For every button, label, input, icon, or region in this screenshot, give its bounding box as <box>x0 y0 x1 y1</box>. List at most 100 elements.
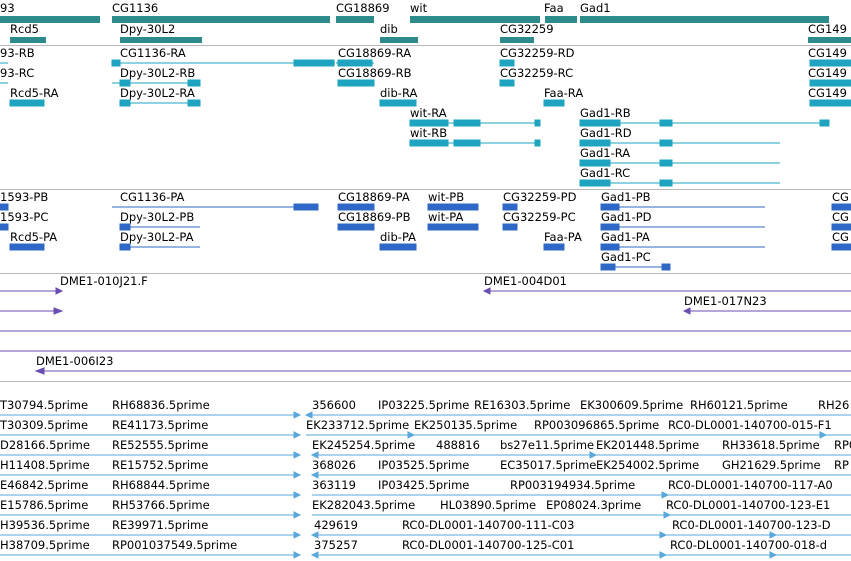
transcript-label[interactable]: wit-PA <box>428 210 464 224</box>
est-label[interactable]: 429619 <box>314 518 358 532</box>
transcript-label[interactable]: CG1136-RA <box>120 46 186 60</box>
gene-bar[interactable] <box>545 16 577 23</box>
est-label[interactable]: RC0-DL0001-140700-123-D <box>672 518 831 532</box>
gene-bar[interactable] <box>112 16 330 23</box>
gene-bar[interactable] <box>410 16 540 23</box>
transcript-label[interactable]: wit-RB <box>410 126 448 140</box>
est-label[interactable]: RH60121.5prime <box>690 398 788 412</box>
gene-label[interactable]: CG18869 <box>336 1 390 15</box>
transcript-label[interactable]: Gad1-RC <box>580 166 631 180</box>
est-label[interactable]: 375257 <box>314 538 358 552</box>
est-label[interactable]: RH26 <box>818 398 850 412</box>
transcript-label[interactable]: dib-PA <box>380 230 417 244</box>
transcript-label[interactable]: CG <box>832 210 849 224</box>
gene-label[interactable]: CG32259 <box>500 22 554 36</box>
gene-bar[interactable] <box>808 37 851 43</box>
gene-label[interactable]: 93 <box>0 1 15 15</box>
est-label[interactable]: RE52555.5prime <box>112 438 209 452</box>
est-label[interactable]: RH33618.5prime <box>722 438 820 452</box>
est-label[interactable]: RC0-DL0001-140700-125-C01 <box>402 538 575 552</box>
transcript-label[interactable]: CG32259-PC <box>503 210 576 224</box>
transcript-label[interactable]: Dpy-30L2-PB <box>120 210 195 224</box>
transcript-label[interactable]: Rcd5-PA <box>10 230 58 244</box>
clone-label[interactable]: DME1-006I23 <box>36 354 114 368</box>
transcript-label[interactable]: CG32259-RD <box>500 46 575 60</box>
gene-bar[interactable] <box>580 16 829 23</box>
transcript-label[interactable]: 93-RB <box>0 46 35 60</box>
est-label[interactable]: 363119 <box>312 478 356 492</box>
gene-label[interactable]: wit <box>410 1 428 15</box>
est-label[interactable]: H39536.5prime <box>0 518 90 532</box>
clone-label[interactable]: DME1-010J21.F <box>60 274 148 288</box>
gene-bar[interactable] <box>336 16 374 23</box>
est-label[interactable]: T30794.5prime <box>0 398 89 412</box>
transcript-label[interactable]: CG18869-PA <box>338 190 410 204</box>
est-label[interactable]: RH53766.5prime <box>112 498 210 512</box>
est-label[interactable]: bs27e11.5prime <box>500 438 595 452</box>
transcript-label[interactable]: Faa-PA <box>544 230 582 244</box>
est-label[interactable]: EK254002.5prime <box>596 458 700 472</box>
est-label[interactable]: D28166.5prime <box>0 438 90 452</box>
est-label[interactable]: EK250135.5prime <box>414 418 518 432</box>
est-label[interactable]: RC0-DL0001-140700-117-A0 <box>668 478 833 492</box>
est-label[interactable]: RH68836.5prime <box>112 398 210 412</box>
transcript-label[interactable]: Gad1-PB <box>601 190 651 204</box>
est-label[interactable]: RE39971.5prime <box>112 518 209 532</box>
transcript-label[interactable]: 93-RC <box>0 66 35 80</box>
transcript-label[interactable]: Dpy-30L2-RB <box>120 66 196 80</box>
est-label[interactable]: EK233712.5prime <box>306 418 410 432</box>
est-label[interactable]: E15786.5prime <box>0 498 89 512</box>
transcript-label[interactable]: Gad1-PA <box>601 230 650 244</box>
transcript-label[interactable]: 1593-PB <box>0 190 49 204</box>
est-label[interactable]: RE15752.5prime <box>112 458 209 472</box>
gene-label[interactable]: dib <box>380 22 398 36</box>
transcript-label[interactable]: CG32259-PD <box>503 190 577 204</box>
est-label[interactable]: RP001037549.5prime <box>112 538 238 552</box>
est-label[interactable]: E46842.5prime <box>0 478 89 492</box>
est-label[interactable]: 356600 <box>312 398 356 412</box>
transcript-label[interactable]: Gad1-RB <box>580 106 631 120</box>
est-label[interactable]: RC0-DL0001-140700-015-F1 <box>668 418 832 432</box>
clone-label[interactable]: DME1-004D01 <box>484 274 567 288</box>
clone-label[interactable]: DME1-017N23 <box>684 294 767 308</box>
transcript-label[interactable]: CG1136-PA <box>120 190 185 204</box>
transcript-label[interactable]: Faa-RA <box>544 86 584 100</box>
transcript-label[interactable]: Dpy-30L2-PA <box>120 230 194 244</box>
est-label[interactable]: IP03525.5prime <box>378 458 470 472</box>
gene-bar[interactable] <box>500 37 534 43</box>
est-label[interactable]: RP0 <box>834 438 851 452</box>
est-label[interactable]: 488816 <box>436 438 480 452</box>
est-label[interactable]: EK201448.5prime <box>596 438 700 452</box>
transcript-label[interactable]: Gad1-PC <box>601 250 651 264</box>
est-label[interactable]: RC0-DL0001-140700-123-E1 <box>666 498 831 512</box>
transcript-label[interactable]: Dpy-30L2-RA <box>120 86 195 100</box>
transcript-label[interactable]: Gad1-PD <box>601 210 652 224</box>
est-label[interactable]: RE41173.5prime <box>112 418 209 432</box>
gene-label[interactable]: Rcd5 <box>10 22 39 36</box>
gene-bar[interactable] <box>0 16 100 23</box>
gene-bar[interactable] <box>120 37 202 43</box>
est-label[interactable]: RH68844.5prime <box>112 478 210 492</box>
transcript-label[interactable]: 1593-PC <box>0 210 49 224</box>
est-label[interactable]: RE16303.5prime <box>474 398 571 412</box>
transcript-label[interactable]: CG <box>832 230 849 244</box>
est-label[interactable]: RC0-DL0001-140700-111-C03 <box>402 518 575 532</box>
gene-label[interactable]: Faa <box>544 1 564 15</box>
est-label[interactable]: H11408.5prime <box>0 458 90 472</box>
est-label[interactable]: RP003096865.5prime <box>534 418 660 432</box>
gene-label[interactable]: Gad1 <box>580 1 611 15</box>
transcript-label[interactable]: CG149 <box>808 66 847 80</box>
transcript-label[interactable]: Rcd5-RA <box>10 86 59 100</box>
gene-bar[interactable] <box>10 37 46 43</box>
transcript-label[interactable]: CG149 <box>808 46 847 60</box>
transcript-label[interactable]: CG18869-RB <box>338 66 412 80</box>
transcript-label[interactable]: CG18869-PB <box>338 210 411 224</box>
est-label[interactable]: H38709.5prime <box>0 538 90 552</box>
est-label[interactable]: IP03225.5prime <box>378 398 470 412</box>
est-label[interactable]: EP08024.3prime <box>546 498 642 512</box>
transcript-label[interactable]: CG18869-RA <box>338 46 412 60</box>
est-label[interactable]: IP03425.5prime <box>378 478 470 492</box>
